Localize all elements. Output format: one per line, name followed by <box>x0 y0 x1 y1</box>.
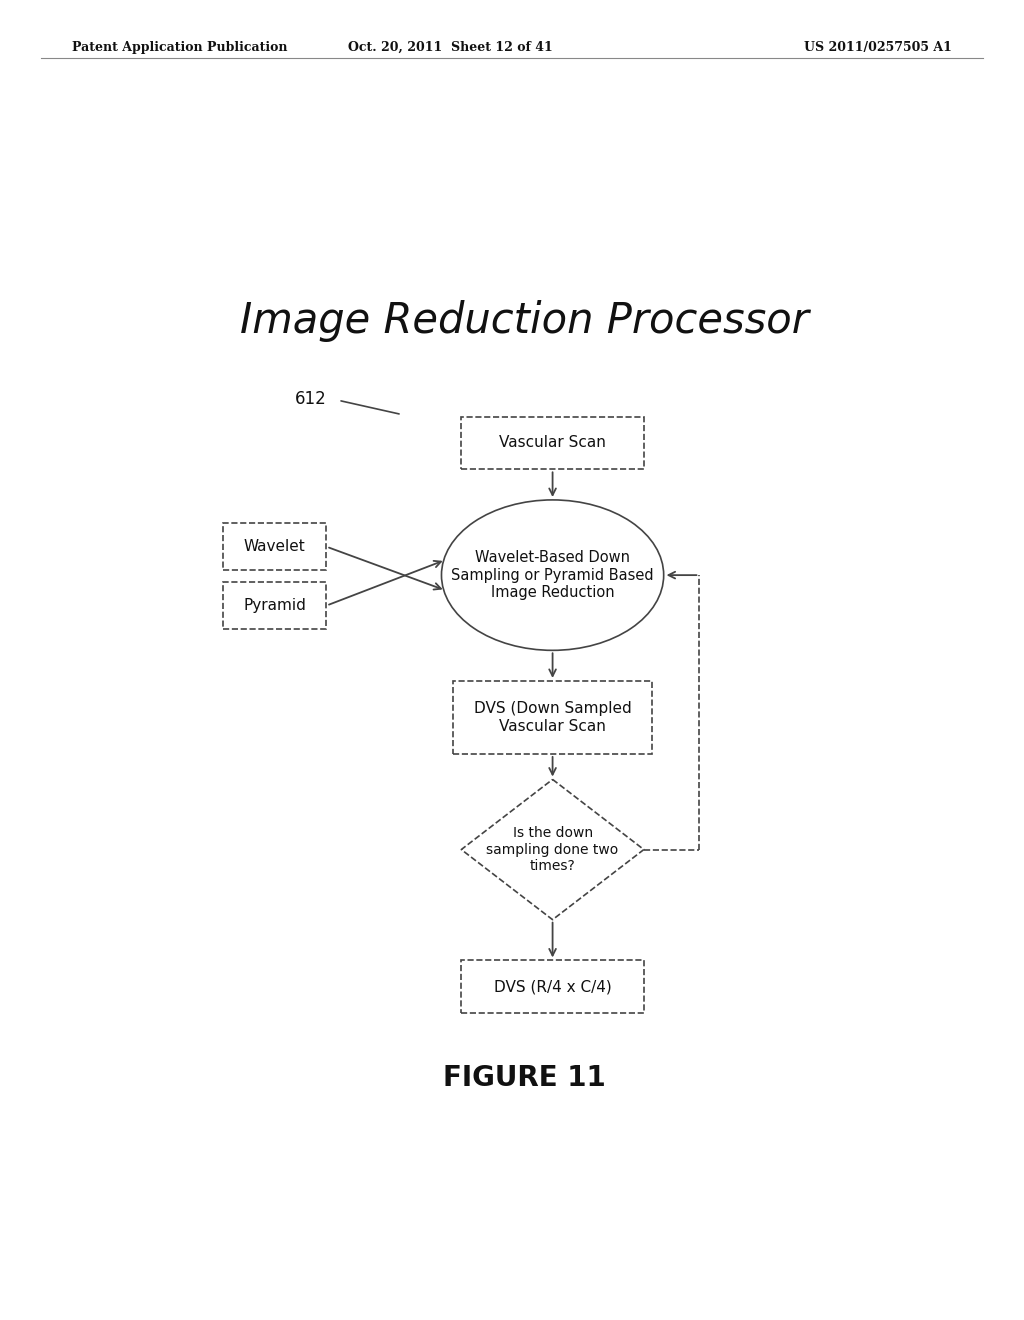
FancyBboxPatch shape <box>462 417 644 470</box>
Text: Pyramid: Pyramid <box>244 598 306 612</box>
Text: FIGURE 11: FIGURE 11 <box>443 1064 606 1092</box>
Text: Wavelet-Based Down
Sampling or Pyramid Based
Image Reduction: Wavelet-Based Down Sampling or Pyramid B… <box>452 550 654 601</box>
FancyBboxPatch shape <box>223 582 327 630</box>
Text: DVS (R/4 x C/4): DVS (R/4 x C/4) <box>494 979 611 994</box>
Text: US 2011/0257505 A1: US 2011/0257505 A1 <box>805 41 952 54</box>
FancyBboxPatch shape <box>454 681 652 754</box>
Text: Is the down
sampling done two
times?: Is the down sampling done two times? <box>486 826 618 873</box>
Text: Patent Application Publication: Patent Application Publication <box>72 41 287 54</box>
Ellipse shape <box>441 500 664 651</box>
Text: Vascular Scan: Vascular Scan <box>499 436 606 450</box>
Text: Oct. 20, 2011  Sheet 12 of 41: Oct. 20, 2011 Sheet 12 of 41 <box>348 41 553 54</box>
Polygon shape <box>462 779 644 920</box>
Text: Image Reduction Processor: Image Reduction Processor <box>241 300 809 342</box>
FancyBboxPatch shape <box>223 523 327 570</box>
Text: 612: 612 <box>295 391 327 408</box>
FancyBboxPatch shape <box>462 961 644 1014</box>
Text: DVS (Down Sampled
Vascular Scan: DVS (Down Sampled Vascular Scan <box>474 701 632 734</box>
Text: Wavelet: Wavelet <box>244 539 306 554</box>
